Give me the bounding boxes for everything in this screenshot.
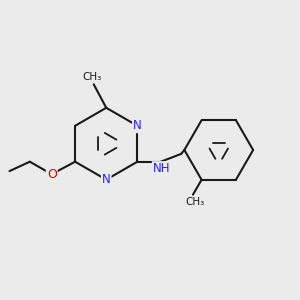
- Text: CH₃: CH₃: [82, 72, 102, 82]
- Text: N: N: [133, 119, 142, 132]
- Text: N: N: [102, 173, 111, 186]
- Text: NH: NH: [153, 162, 170, 175]
- Text: O: O: [47, 168, 57, 181]
- Text: CH₃: CH₃: [185, 197, 204, 208]
